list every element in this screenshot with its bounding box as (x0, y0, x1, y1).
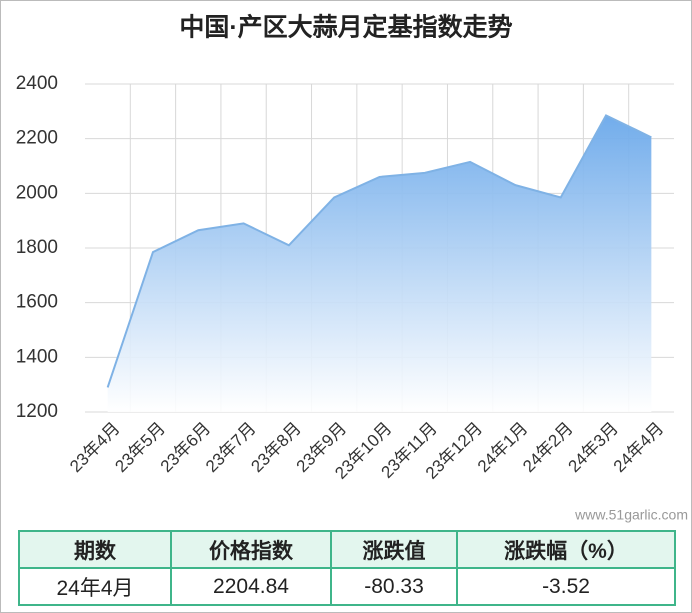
line (106, 114, 652, 388)
table-cell: 24年4月 (18, 567, 172, 606)
y-tick-label: 2000 (16, 182, 58, 203)
y-tick-label: 1400 (16, 346, 58, 367)
table-cell: -3.52 (456, 567, 676, 606)
table-header-row: 期数 价格指数 涨跌值 涨跌幅（%） (18, 530, 676, 569)
y-tick-label: 1200 (16, 401, 58, 422)
chart-title: 中国·产区大蒜月定基指数走势 (179, 13, 512, 42)
y-tick-label: 2400 (16, 73, 58, 94)
table-header: 涨跌值 (330, 530, 458, 569)
area (107, 115, 652, 412)
table-header: 期数 (18, 530, 172, 569)
table-header: 涨跌幅（%） (456, 530, 676, 569)
x-tick-label: 24年4月 (610, 419, 668, 477)
y-tick-label: 1600 (16, 292, 58, 313)
y-tick-label: 1800 (16, 237, 58, 258)
summary-table: 期数 价格指数 涨跌值 涨跌幅（%） 24年4月 2204.84 -80.33 … (18, 530, 676, 606)
table-cell: 2204.84 (170, 567, 332, 606)
y-tick-label: 2200 (16, 128, 58, 149)
table-row: 24年4月 2204.84 -80.33 -3.52 (18, 567, 676, 606)
table-cell: -80.33 (330, 567, 458, 606)
watermark: www.51garlic.com (574, 507, 688, 523)
table-header: 价格指数 (170, 530, 332, 569)
